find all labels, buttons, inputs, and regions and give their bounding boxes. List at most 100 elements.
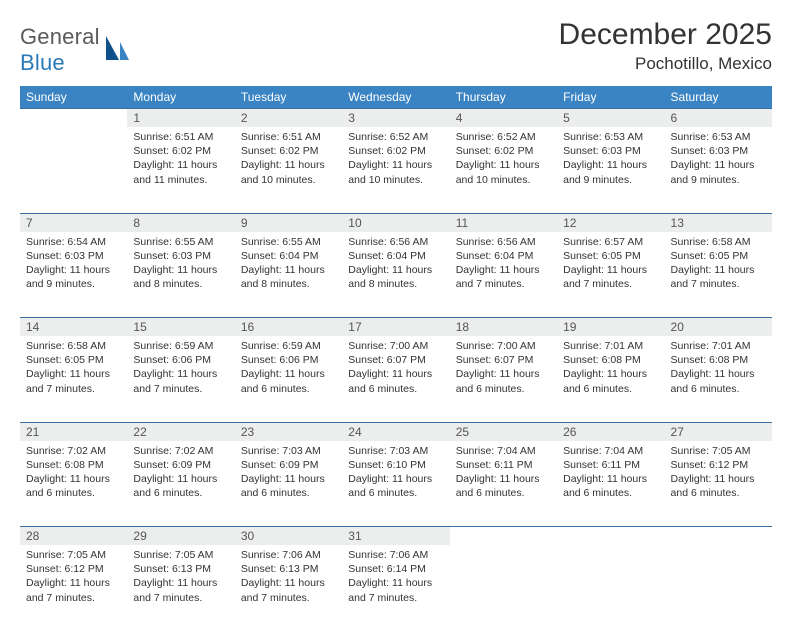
daylight-line: Daylight: 11 hours and 7 minutes. bbox=[563, 263, 658, 291]
sunset-line: Sunset: 6:08 PM bbox=[563, 353, 658, 367]
daylight-line: Daylight: 11 hours and 6 minutes. bbox=[241, 472, 336, 500]
day-number-cell: 4 bbox=[450, 109, 557, 128]
sunset-line: Sunset: 6:03 PM bbox=[133, 249, 228, 263]
day-body-cell: Sunrise: 6:58 AMSunset: 6:05 PMDaylight:… bbox=[665, 232, 772, 318]
daylight-line: Daylight: 11 hours and 6 minutes. bbox=[671, 367, 766, 395]
sunset-line: Sunset: 6:04 PM bbox=[348, 249, 443, 263]
day-number-cell: 15 bbox=[127, 318, 234, 337]
sunrise-line: Sunrise: 6:55 AM bbox=[241, 235, 336, 249]
daylight-line: Daylight: 11 hours and 10 minutes. bbox=[241, 158, 336, 186]
sunset-line: Sunset: 6:05 PM bbox=[671, 249, 766, 263]
daylight-line: Daylight: 11 hours and 7 minutes. bbox=[241, 576, 336, 604]
sunset-line: Sunset: 6:04 PM bbox=[456, 249, 551, 263]
daylight-line: Daylight: 11 hours and 11 minutes. bbox=[133, 158, 228, 186]
sunset-line: Sunset: 6:05 PM bbox=[26, 353, 121, 367]
sunrise-line: Sunrise: 7:06 AM bbox=[241, 548, 336, 562]
day-body-cell: Sunrise: 6:58 AMSunset: 6:05 PMDaylight:… bbox=[20, 336, 127, 422]
sunrise-line: Sunrise: 7:05 AM bbox=[133, 548, 228, 562]
day-number-cell: 12 bbox=[557, 213, 664, 232]
daylight-line: Daylight: 11 hours and 6 minutes. bbox=[563, 472, 658, 500]
daylight-line: Daylight: 11 hours and 6 minutes. bbox=[26, 472, 121, 500]
day-number-cell: 21 bbox=[20, 422, 127, 441]
day-number-cell: 7 bbox=[20, 213, 127, 232]
sunrise-line: Sunrise: 7:00 AM bbox=[456, 339, 551, 353]
day-number-cell: 20 bbox=[665, 318, 772, 337]
sunset-line: Sunset: 6:12 PM bbox=[671, 458, 766, 472]
daylight-line: Daylight: 11 hours and 9 minutes. bbox=[26, 263, 121, 291]
weekday-header-row: SundayMondayTuesdayWednesdayThursdayFrid… bbox=[20, 86, 772, 109]
day-number-cell: 26 bbox=[557, 422, 664, 441]
day-body-cell: Sunrise: 6:53 AMSunset: 6:03 PMDaylight:… bbox=[665, 127, 772, 213]
sunset-line: Sunset: 6:03 PM bbox=[26, 249, 121, 263]
location: Pochotillo, Mexico bbox=[559, 54, 772, 74]
day-body-cell: Sunrise: 6:56 AMSunset: 6:04 PMDaylight:… bbox=[342, 232, 449, 318]
day-body-row: Sunrise: 6:51 AMSunset: 6:02 PMDaylight:… bbox=[20, 127, 772, 213]
sunrise-line: Sunrise: 6:56 AM bbox=[348, 235, 443, 249]
day-body-cell: Sunrise: 7:03 AMSunset: 6:10 PMDaylight:… bbox=[342, 441, 449, 527]
sunset-line: Sunset: 6:06 PM bbox=[133, 353, 228, 367]
day-number-cell bbox=[20, 109, 127, 128]
sunrise-line: Sunrise: 7:04 AM bbox=[456, 444, 551, 458]
daynum-row: 78910111213 bbox=[20, 213, 772, 232]
day-number-cell: 8 bbox=[127, 213, 234, 232]
day-body-cell: Sunrise: 6:59 AMSunset: 6:06 PMDaylight:… bbox=[235, 336, 342, 422]
sunrise-line: Sunrise: 7:01 AM bbox=[563, 339, 658, 353]
day-body-cell: Sunrise: 7:00 AMSunset: 6:07 PMDaylight:… bbox=[450, 336, 557, 422]
sunrise-line: Sunrise: 7:06 AM bbox=[348, 548, 443, 562]
day-number-cell: 9 bbox=[235, 213, 342, 232]
weekday-header: Wednesday bbox=[342, 86, 449, 109]
day-body-row: Sunrise: 6:54 AMSunset: 6:03 PMDaylight:… bbox=[20, 232, 772, 318]
day-body-cell: Sunrise: 7:02 AMSunset: 6:09 PMDaylight:… bbox=[127, 441, 234, 527]
day-body-cell: Sunrise: 7:01 AMSunset: 6:08 PMDaylight:… bbox=[665, 336, 772, 422]
sunset-line: Sunset: 6:08 PM bbox=[671, 353, 766, 367]
logo-word-blue: Blue bbox=[20, 50, 65, 75]
sunrise-line: Sunrise: 6:54 AM bbox=[26, 235, 121, 249]
sunset-line: Sunset: 6:09 PM bbox=[133, 458, 228, 472]
sunrise-line: Sunrise: 6:52 AM bbox=[348, 130, 443, 144]
day-body-cell: Sunrise: 7:04 AMSunset: 6:11 PMDaylight:… bbox=[450, 441, 557, 527]
daylight-line: Daylight: 11 hours and 8 minutes. bbox=[241, 263, 336, 291]
day-body-cell: Sunrise: 6:54 AMSunset: 6:03 PMDaylight:… bbox=[20, 232, 127, 318]
day-body-cell: Sunrise: 7:01 AMSunset: 6:08 PMDaylight:… bbox=[557, 336, 664, 422]
day-body-cell: Sunrise: 6:55 AMSunset: 6:04 PMDaylight:… bbox=[235, 232, 342, 318]
sunrise-line: Sunrise: 6:56 AM bbox=[456, 235, 551, 249]
sunset-line: Sunset: 6:11 PM bbox=[563, 458, 658, 472]
day-number-cell: 16 bbox=[235, 318, 342, 337]
daylight-line: Daylight: 11 hours and 9 minutes. bbox=[671, 158, 766, 186]
day-number-cell bbox=[450, 527, 557, 546]
sunrise-line: Sunrise: 7:04 AM bbox=[563, 444, 658, 458]
day-body-row: Sunrise: 6:58 AMSunset: 6:05 PMDaylight:… bbox=[20, 336, 772, 422]
sunset-line: Sunset: 6:02 PM bbox=[133, 144, 228, 158]
sunset-line: Sunset: 6:14 PM bbox=[348, 562, 443, 576]
day-number-cell bbox=[557, 527, 664, 546]
day-body-cell: Sunrise: 7:06 AMSunset: 6:14 PMDaylight:… bbox=[342, 545, 449, 631]
weekday-header: Sunday bbox=[20, 86, 127, 109]
day-body-cell: Sunrise: 6:52 AMSunset: 6:02 PMDaylight:… bbox=[342, 127, 449, 213]
sunrise-line: Sunrise: 6:53 AM bbox=[671, 130, 766, 144]
day-body-cell bbox=[557, 545, 664, 631]
day-number-cell: 14 bbox=[20, 318, 127, 337]
sunset-line: Sunset: 6:09 PM bbox=[241, 458, 336, 472]
sunset-line: Sunset: 6:06 PM bbox=[241, 353, 336, 367]
logo-word-general: General bbox=[20, 24, 100, 49]
sunset-line: Sunset: 6:04 PM bbox=[241, 249, 336, 263]
sunset-line: Sunset: 6:03 PM bbox=[671, 144, 766, 158]
day-number-cell: 25 bbox=[450, 422, 557, 441]
day-body-cell: Sunrise: 6:59 AMSunset: 6:06 PMDaylight:… bbox=[127, 336, 234, 422]
day-number-cell: 29 bbox=[127, 527, 234, 546]
sunset-line: Sunset: 6:12 PM bbox=[26, 562, 121, 576]
sunset-line: Sunset: 6:11 PM bbox=[456, 458, 551, 472]
weekday-header: Monday bbox=[127, 86, 234, 109]
sunset-line: Sunset: 6:02 PM bbox=[348, 144, 443, 158]
daylight-line: Daylight: 11 hours and 7 minutes. bbox=[26, 367, 121, 395]
sunrise-line: Sunrise: 6:58 AM bbox=[671, 235, 766, 249]
day-number-cell: 24 bbox=[342, 422, 449, 441]
weekday-header: Saturday bbox=[665, 86, 772, 109]
sunrise-line: Sunrise: 6:59 AM bbox=[133, 339, 228, 353]
daylight-line: Daylight: 11 hours and 8 minutes. bbox=[348, 263, 443, 291]
daylight-line: Daylight: 11 hours and 6 minutes. bbox=[348, 472, 443, 500]
daylight-line: Daylight: 11 hours and 9 minutes. bbox=[563, 158, 658, 186]
day-number-cell: 28 bbox=[20, 527, 127, 546]
sunset-line: Sunset: 6:13 PM bbox=[133, 562, 228, 576]
day-body-cell: Sunrise: 7:02 AMSunset: 6:08 PMDaylight:… bbox=[20, 441, 127, 527]
